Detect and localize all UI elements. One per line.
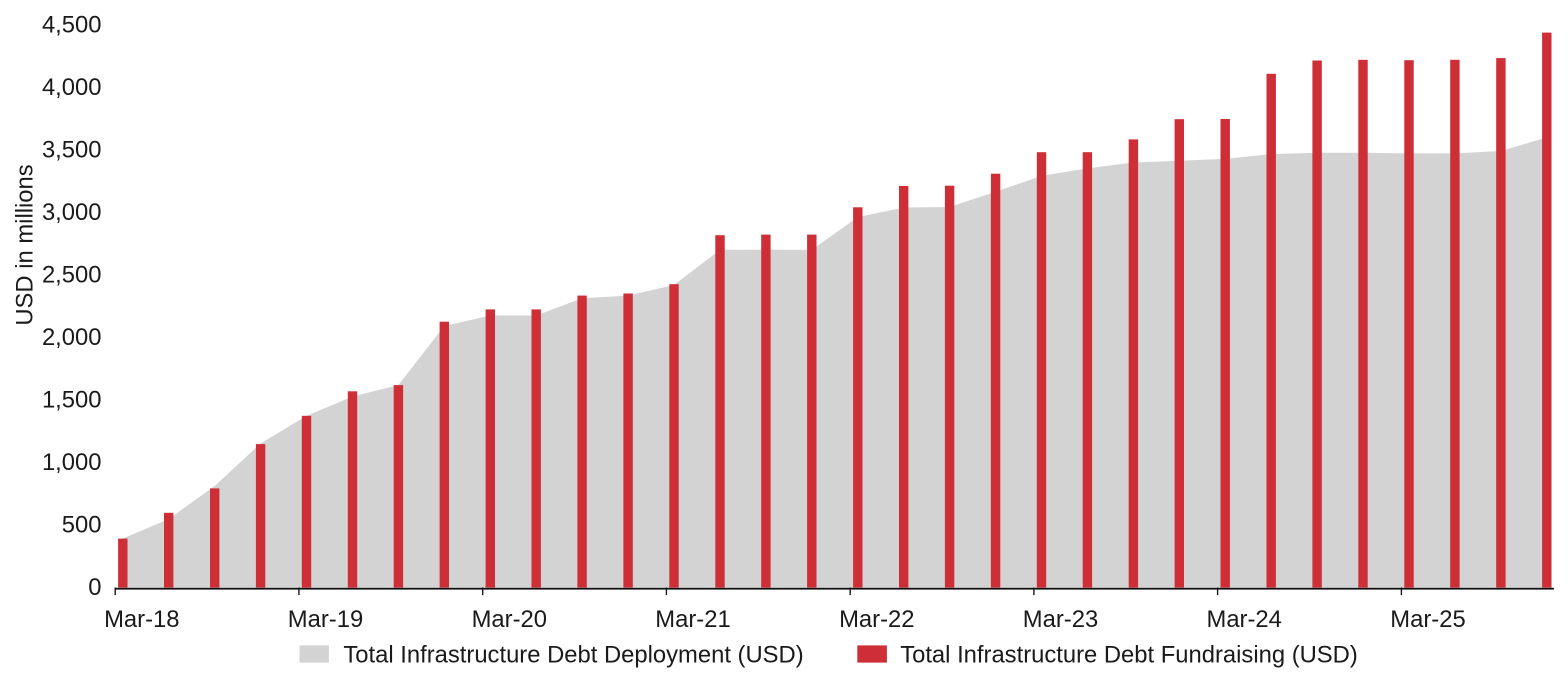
svg-text:Mar-24: Mar-24 (1207, 606, 1282, 633)
svg-text:USD in millions: USD in millions (12, 164, 39, 325)
svg-text:3,000: 3,000 (42, 199, 102, 226)
svg-text:2,000: 2,000 (42, 324, 102, 351)
svg-text:3,500: 3,500 (42, 137, 102, 164)
svg-text:Mar-22: Mar-22 (839, 606, 914, 633)
svg-text:Mar-19: Mar-19 (288, 606, 363, 633)
svg-text:2,500: 2,500 (42, 262, 102, 289)
svg-text:Mar-18: Mar-18 (104, 606, 179, 633)
svg-text:1,500: 1,500 (42, 387, 102, 414)
svg-text:0: 0 (88, 574, 101, 601)
svg-text:Mar-21: Mar-21 (655, 606, 730, 633)
svg-text:4,500: 4,500 (42, 12, 102, 39)
svg-text:4,000: 4,000 (42, 74, 102, 101)
svg-text:Mar-23: Mar-23 (1023, 606, 1098, 633)
svg-text:Mar-20: Mar-20 (472, 606, 547, 633)
svg-text:Mar-25: Mar-25 (1390, 606, 1465, 633)
svg-text:1,000: 1,000 (42, 449, 102, 476)
svg-text:Total Infrastructure Debt Depl: Total Infrastructure Debt Deployment (US… (343, 642, 803, 669)
svg-text:500: 500 (62, 512, 102, 539)
svg-text:Total Infrastructure Debt Fund: Total Infrastructure Debt Fundraising (U… (900, 642, 1358, 669)
